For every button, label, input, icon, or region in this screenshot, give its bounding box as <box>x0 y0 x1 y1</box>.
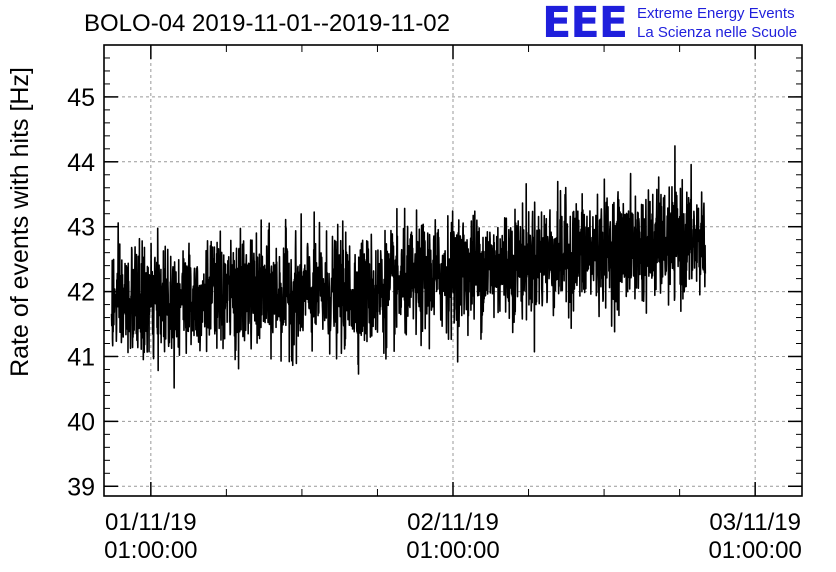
y-tick-label: 42 <box>67 279 95 307</box>
eee-logo-text: Extreme Energy Events La Scienza nelle S… <box>637 4 797 42</box>
series-line <box>110 145 707 389</box>
y-tick-label: 41 <box>67 343 95 371</box>
y-tick-label: 45 <box>67 84 95 112</box>
y-tick-label: 44 <box>67 149 95 177</box>
eee-logo-mark: EEE <box>542 0 628 48</box>
x-tick-labels: 01/11/1901:00:0002/11/1901:00:0003/11/19… <box>104 509 802 564</box>
y-tick-label: 43 <box>67 214 95 242</box>
chart-title: BOLO-04 2019-11-01--2019-11-02 <box>84 10 450 37</box>
y-tick-label: 40 <box>67 408 95 436</box>
x-tick-time: 01:00:00 <box>708 537 801 564</box>
x-tick-date: 03/11/19 <box>709 509 801 536</box>
x-tick-date: 02/11/19 <box>407 509 499 536</box>
logo-line-2: La Scienza nelle Scuole <box>637 24 798 41</box>
y-axis-label: Rate of events with hits [Hz] <box>6 67 34 377</box>
x-tick-time: 01:00:00 <box>406 537 499 564</box>
y-tick-label: 39 <box>67 473 95 501</box>
y-tick-labels: 39 40 41 42 43 44 45 <box>67 84 95 501</box>
axis-ticks <box>104 45 802 496</box>
logo-line-1: Extreme Energy Events <box>637 5 795 22</box>
x-tick-date: 01/11/19 <box>105 509 197 536</box>
x-tick-time: 01:00:00 <box>104 537 197 564</box>
